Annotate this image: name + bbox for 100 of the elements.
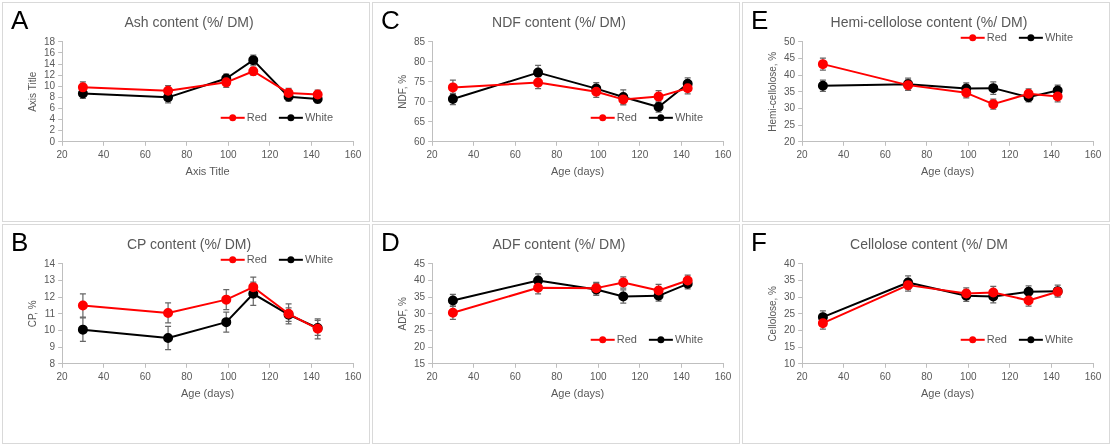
text: A (11, 5, 29, 36)
x-axis-title: Age (days) (920, 165, 975, 178)
y-tick-label: 4 (49, 113, 56, 125)
y-tick-label: 12 (44, 290, 56, 302)
y-tick-label: 45 (414, 257, 426, 269)
legend-label: Red (616, 110, 637, 123)
y-tick-label: 35 (414, 290, 426, 302)
y-tick-label: 25 (784, 118, 796, 130)
x-tick-label: 80 (921, 370, 933, 382)
y-tick-label: 30 (414, 307, 426, 319)
text: F (751, 227, 767, 258)
y-tick-label: 45 (784, 52, 796, 64)
y-tick-label: 40 (784, 68, 796, 80)
x-axis-title: Age (days) (920, 387, 975, 400)
x-tick-label: 20 (796, 148, 809, 160)
x-tick-label: 40 (98, 370, 110, 382)
y-tick-label: 12 (44, 68, 56, 80)
x-tick-label: 80 (181, 370, 193, 382)
text: D (381, 227, 400, 258)
legend-label: White (674, 332, 704, 345)
y-tick-label: 10 (44, 324, 56, 336)
x-tick-label: 20 (426, 370, 439, 382)
y-axis-title: ADF, % (396, 297, 408, 331)
x-tick-label: 140 (673, 370, 691, 382)
x-tick-label: 120 (261, 370, 279, 382)
y-tick-label: 10 (44, 79, 56, 91)
x-tick-label: 40 (468, 148, 480, 160)
x-axis-title: Age (days) (180, 387, 235, 400)
y-tick-label: 30 (784, 102, 796, 114)
legend-label: Red (246, 252, 267, 265)
x-tick-label: 140 (303, 148, 321, 160)
chart-title: Hemi-cellolose content (%/ DM) (830, 14, 1028, 31)
y-tick-label: 40 (784, 257, 796, 269)
x-tick-label: 120 (1001, 370, 1019, 382)
text: B (11, 227, 29, 258)
y-axis-title: Cellolose, % (766, 285, 778, 342)
chart-title: Cellolose content (%/ DM (850, 236, 1008, 253)
x-tick-label: 160 (714, 370, 732, 382)
y-tick-label: 14 (44, 57, 56, 69)
x-tick-label: 160 (344, 370, 362, 382)
x-tick-label: 60 (509, 148, 522, 160)
chart-title: ADF content (%/ DM) (492, 236, 626, 253)
y-tick-label: 6 (49, 102, 56, 114)
legend-label: Red (616, 332, 637, 345)
x-tick-label: 20 (796, 370, 809, 382)
x-tick-label: 100 (219, 148, 238, 160)
x-tick-label: 140 (303, 370, 321, 382)
x-tick-label: 100 (959, 148, 978, 160)
x-tick-label: 80 (551, 148, 563, 160)
x-tick-label: 120 (631, 148, 649, 160)
x-tick-label: 60 (139, 370, 152, 382)
x-tick-label: 160 (714, 148, 732, 160)
x-tick-label: 100 (589, 370, 608, 382)
x-tick-label: 160 (1084, 370, 1102, 382)
x-axis-title: Age (days) (550, 387, 605, 400)
x-tick-label: 60 (879, 148, 892, 160)
chart-title: Ash content (%/ DM) (124, 14, 254, 31)
y-tick-label: 30 (784, 290, 796, 302)
x-tick-label: 160 (344, 148, 362, 160)
text: E (751, 5, 769, 36)
legend-label: White (1044, 332, 1074, 345)
x-tick-label: 80 (181, 148, 193, 160)
legend-label: Red (986, 30, 1007, 43)
chart-title: CP content (%/ DM) (126, 236, 252, 253)
y-axis-title: Axis Title (26, 71, 38, 112)
y-tick-label: 65 (414, 115, 426, 127)
y-tick-label: 75 (414, 75, 426, 87)
x-tick-label: 140 (1043, 370, 1061, 382)
y-tick-label: 15 (784, 340, 796, 352)
y-tick-label: 0 (49, 135, 56, 147)
x-tick-label: 60 (879, 370, 892, 382)
x-tick-label: 100 (959, 370, 978, 382)
y-axis-title: CP, % (26, 300, 38, 328)
x-tick-label: 120 (261, 148, 279, 160)
y-tick-label: 35 (784, 85, 796, 97)
x-axis-title: Age (days) (550, 165, 605, 178)
x-tick-label: 60 (509, 370, 522, 382)
y-tick-label: 8 (49, 357, 56, 369)
x-tick-label: 120 (631, 370, 649, 382)
x-tick-label: 160 (1084, 148, 1102, 160)
y-tick-label: 18 (44, 35, 56, 47)
y-tick-label: 80 (414, 55, 426, 67)
y-tick-label: 8 (49, 91, 56, 103)
x-tick-label: 40 (838, 370, 850, 382)
y-tick-label: 20 (414, 340, 426, 352)
y-tick-label: 9 (49, 340, 56, 352)
y-tick-label: 40 (414, 274, 426, 286)
y-tick-label: 50 (784, 35, 796, 47)
x-tick-label: 100 (589, 148, 608, 160)
legend-label: Red (246, 110, 267, 123)
y-tick-label: 35 (784, 274, 796, 286)
y-axis-title: NDF, % (396, 74, 408, 109)
y-tick-label: 16 (44, 46, 56, 58)
y-tick-label: 20 (784, 324, 796, 336)
x-tick-label: 40 (468, 370, 480, 382)
x-tick-label: 20 (426, 148, 439, 160)
legend-label: White (1044, 30, 1074, 43)
legend-label: Red (986, 332, 1007, 345)
legend-label: White (304, 252, 334, 265)
text: C (381, 5, 400, 36)
